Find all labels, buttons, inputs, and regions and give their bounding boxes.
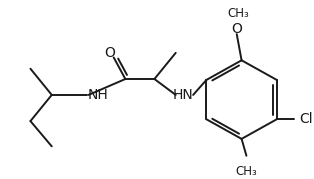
Text: O: O [231,22,242,37]
Text: CH₃: CH₃ [228,7,250,20]
Text: CH₃: CH₃ [236,165,257,178]
Text: HN: HN [173,88,194,102]
Text: Cl: Cl [299,112,313,126]
Text: NH: NH [88,88,109,102]
Text: O: O [105,46,115,60]
